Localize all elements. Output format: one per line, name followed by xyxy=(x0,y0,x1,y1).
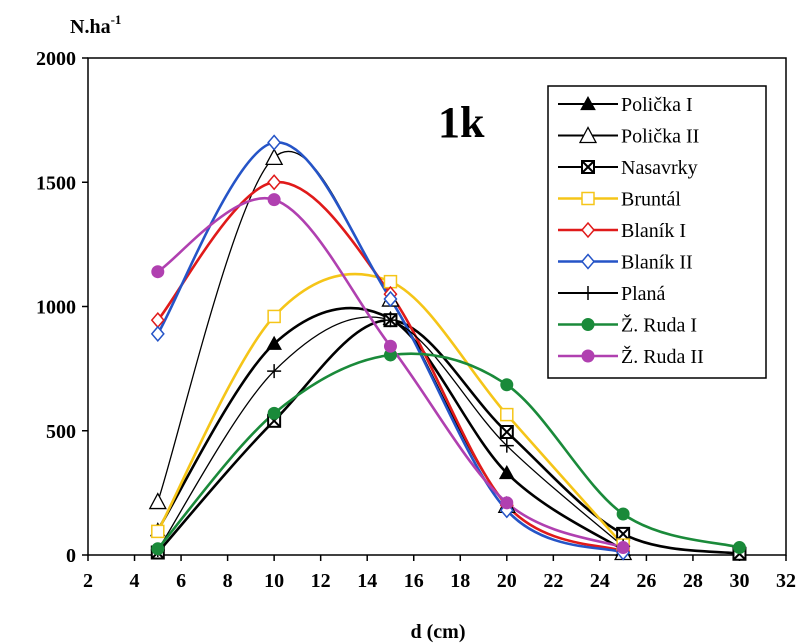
y-axis-label-main: N.ha xyxy=(70,16,111,38)
series-6-point xyxy=(499,438,514,453)
x-tick-label: 30 xyxy=(729,570,749,592)
series-0-point xyxy=(498,464,515,480)
x-tick-label: 16 xyxy=(404,570,424,592)
legend-entry: Blaník II xyxy=(558,252,693,274)
x-tick-label: 22 xyxy=(543,570,563,592)
legend-entry: Ž. Ruda II xyxy=(558,345,704,368)
legend-swatch-marker xyxy=(581,286,595,300)
x-tick-label: 12 xyxy=(311,570,331,592)
x-tick-label: 6 xyxy=(176,570,186,592)
x-tick-label: 26 xyxy=(636,570,656,592)
series-3-point xyxy=(383,274,398,289)
y-tick-label: 1500 xyxy=(36,172,76,194)
legend-swatch-marker xyxy=(581,349,595,363)
legend-entry: Planá xyxy=(558,283,666,305)
series-7-point xyxy=(616,507,630,521)
y-tick-label: 2000 xyxy=(36,48,76,70)
y-tick-label: 500 xyxy=(46,421,76,443)
y-axis-label: N.ha-1 xyxy=(70,12,121,38)
legend-entry: Blaník I xyxy=(558,220,686,242)
series-7-point xyxy=(732,541,746,555)
series-8-point xyxy=(151,265,165,279)
legend-label: Blaník II xyxy=(621,252,693,274)
series-7-point xyxy=(500,378,514,392)
series-7-line xyxy=(156,352,740,550)
series-3-point xyxy=(151,524,165,539)
series-2-point xyxy=(499,424,514,439)
series-8-point xyxy=(383,339,397,353)
x-tick-label: 2 xyxy=(83,570,93,592)
series-1-point xyxy=(265,148,284,166)
legend: Polička I Polička II Nasavrky Bruntál Blaník… xyxy=(547,85,767,379)
series-7-point xyxy=(151,542,165,556)
x-tick-label: 24 xyxy=(590,570,610,592)
legend-swatch-marker xyxy=(581,191,595,206)
legend-swatch-marker xyxy=(581,318,595,331)
series-6-point xyxy=(383,313,398,328)
y-tick-label: 1000 xyxy=(36,297,76,319)
x-tick-label: 20 xyxy=(497,570,517,592)
legend-entry: Ž. Ruda I xyxy=(558,314,697,337)
chart-annotation: 1k xyxy=(438,98,485,147)
series-5-point xyxy=(383,290,398,308)
series-1-point xyxy=(148,492,167,510)
legend-label: Ž. Ruda II xyxy=(621,345,704,368)
x-tick-label: 4 xyxy=(130,570,140,592)
y-axis-label-superscript: -1 xyxy=(111,12,122,27)
x-tick-label: 8 xyxy=(223,570,233,592)
series-markers xyxy=(148,134,747,561)
series-8-point xyxy=(616,541,630,555)
series-8-point xyxy=(267,193,281,207)
y-tick-label: 0 xyxy=(66,545,76,567)
legend-label: Ž. Ruda I xyxy=(621,314,697,337)
series-3-point xyxy=(500,407,514,422)
legend-swatch-marker xyxy=(578,126,598,144)
series-6-point xyxy=(267,364,282,379)
x-tick-label: 10 xyxy=(264,570,284,592)
series-4-point xyxy=(267,174,282,191)
series-7-point xyxy=(267,406,281,420)
legend-swatch-marker xyxy=(581,221,595,239)
series-5-point xyxy=(267,134,282,151)
series-8-point xyxy=(500,496,514,510)
legend-entry: Polička II xyxy=(558,126,699,148)
legend-label: Polička I xyxy=(621,94,693,116)
x-axis-label: d (cm) xyxy=(411,621,466,643)
x-tick-label: 28 xyxy=(683,570,703,592)
x-tick-label: 14 xyxy=(357,570,377,592)
series-3-point xyxy=(267,309,281,324)
legend-swatch-marker xyxy=(581,160,595,174)
legend-label: Planá xyxy=(621,283,666,305)
x-tick-label: 32 xyxy=(776,570,796,592)
legend-label: Nasavrky xyxy=(621,157,698,179)
legend-label: Polička II xyxy=(621,126,699,148)
legend-entry: Nasavrky xyxy=(558,157,698,179)
series-0-point xyxy=(266,335,282,350)
legend-swatch-marker xyxy=(580,95,596,111)
legend-entry: Polička I xyxy=(558,94,693,116)
series-2-point xyxy=(616,526,631,541)
legend-label: Blaník I xyxy=(621,220,686,242)
x-tick-label: 18 xyxy=(450,570,470,592)
legend-label: Bruntál xyxy=(621,189,681,211)
legend-swatch-marker xyxy=(581,253,595,270)
series-5-point xyxy=(150,325,165,342)
legend-entry: Bruntál xyxy=(558,189,681,211)
